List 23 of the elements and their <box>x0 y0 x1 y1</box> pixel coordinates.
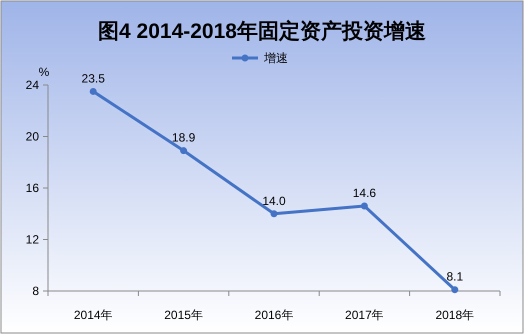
data-label: 18.9 <box>172 130 196 145</box>
point <box>270 210 278 218</box>
data-label: 23.5 <box>82 71 106 86</box>
point <box>360 202 368 210</box>
y-tick-label: 12 <box>26 232 40 246</box>
chart-title: 图4 2014-2018年固定资产投资增速 <box>98 19 426 43</box>
point <box>90 88 97 95</box>
y-tick-label: 16 <box>26 181 40 195</box>
point <box>180 147 188 154</box>
y-axis-title: % <box>38 65 50 79</box>
x-tick-label: 2018年 <box>435 308 474 322</box>
data-label: 14.0 <box>262 194 286 208</box>
y-tick-label: 8 <box>32 284 40 298</box>
x-tick-label: 2016年 <box>254 308 294 322</box>
legend-label: 增速 <box>263 51 288 65</box>
x-tick-label: 2015年 <box>164 308 203 322</box>
x-tick-label: 2017年 <box>345 308 384 322</box>
y-tick-label: 20 <box>26 130 40 144</box>
y-tick-label: 24 <box>26 78 40 92</box>
point <box>451 286 458 294</box>
data-label: 14.6 <box>352 186 376 200</box>
data-label: 8.1 <box>446 270 464 284</box>
x-tick-label: 2014年 <box>74 308 113 322</box>
